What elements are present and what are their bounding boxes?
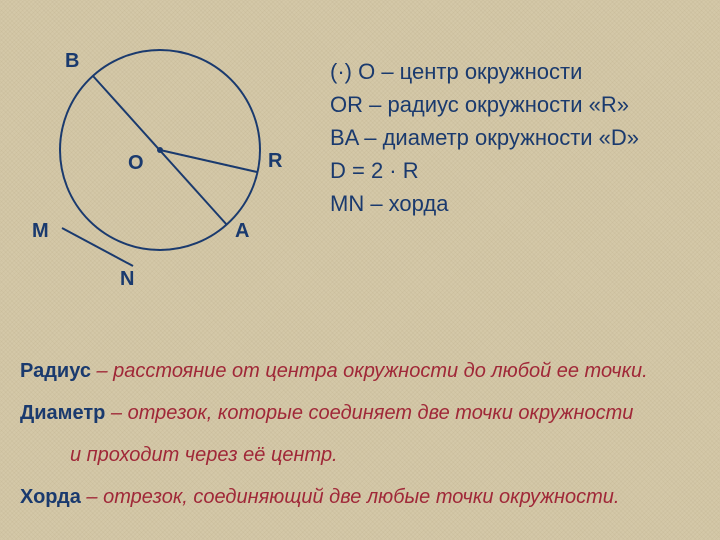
- diameter-definition-2: и проходит через её центр.: [70, 434, 700, 476]
- point-label-r: R: [268, 150, 282, 173]
- def-diameter: BA – диаметр окружности «D»: [330, 121, 639, 154]
- radius-text: – расстояние от центра окружности до люб…: [91, 360, 648, 382]
- def-center: (·) О – центр окружности: [330, 55, 639, 88]
- radius-definition: Радиус – расстояние от центра окружности…: [20, 350, 700, 392]
- definitions-block: (·) О – центр окружности ОR – радиус окр…: [330, 55, 639, 220]
- circle-diagram: B A R M N O: [20, 30, 310, 315]
- diameter-definition: Диаметр – отрезок, которые соединяет две…: [20, 392, 700, 434]
- chord-text: – отрезок, соединяющий две любые точки о…: [81, 486, 620, 508]
- footer-definitions: Радиус – расстояние от центра окружности…: [20, 350, 700, 518]
- diameter-term: Диаметр: [20, 402, 105, 424]
- point-label-b: B: [65, 50, 79, 73]
- point-label-o: O: [128, 152, 144, 175]
- point-label-m: M: [32, 220, 49, 243]
- circle-svg: [20, 30, 310, 310]
- point-label-a: A: [235, 220, 249, 243]
- radius-term: Радиус: [20, 360, 91, 382]
- point-label-n: N: [120, 268, 134, 291]
- chord-term: Хорда: [20, 486, 81, 508]
- def-radius: ОR – радиус окружности «R»: [330, 88, 639, 121]
- def-formula: D = 2 · R: [330, 154, 639, 187]
- diameter-text: – отрезок, которые соединяет две точки о…: [105, 402, 633, 424]
- def-chord: MN – хорда: [330, 187, 639, 220]
- chord-definition: Хорда – отрезок, соединяющий две любые т…: [20, 476, 700, 518]
